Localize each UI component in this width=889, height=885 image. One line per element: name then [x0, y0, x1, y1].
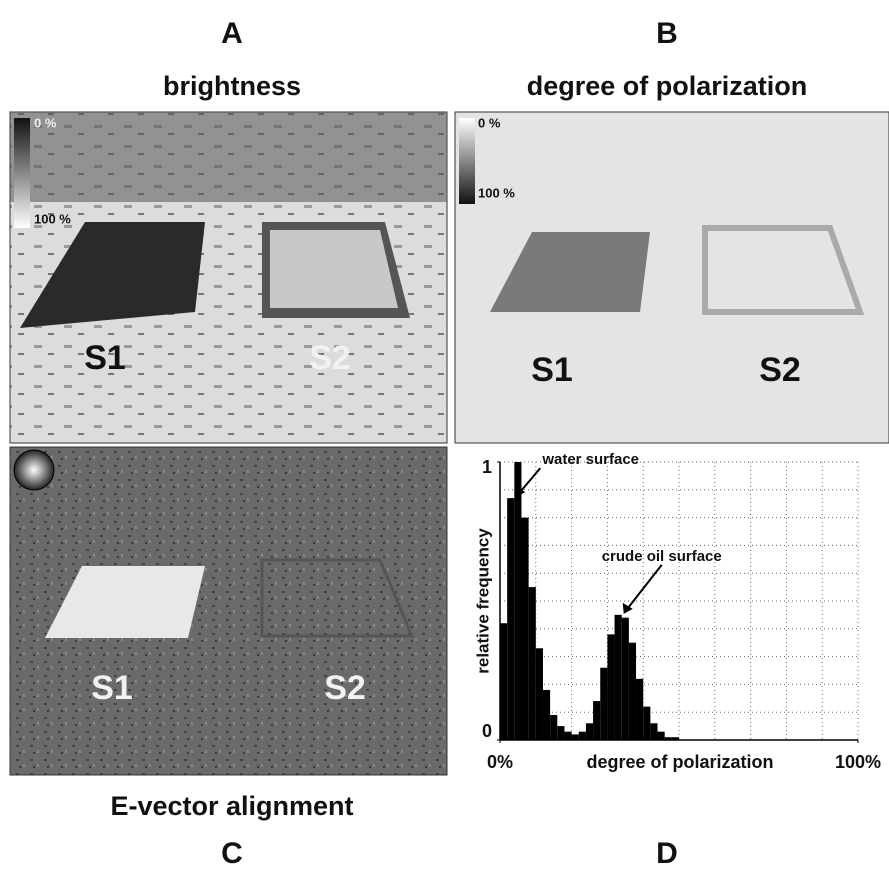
sample-label: S2: [324, 669, 366, 707]
vegetation: [10, 112, 447, 202]
bar: [600, 668, 607, 740]
scale-bar: [459, 118, 475, 204]
bar: [550, 715, 557, 740]
panel-letter: D: [656, 837, 678, 870]
sample-label: S1: [531, 351, 573, 389]
sample-label: S2: [759, 351, 801, 389]
bar: [529, 587, 536, 740]
y-axis-label: relative frequency: [473, 528, 492, 674]
x-tick-label: 0%: [487, 752, 513, 772]
photo-a: 0 % 100 % S1 S2: [10, 112, 447, 443]
panel-letter: B: [656, 17, 678, 50]
bar: [643, 707, 650, 740]
bar: [500, 623, 507, 740]
histogram: 0 1 0% 100% degree of polarization relative f…: [473, 451, 881, 772]
bar: [586, 723, 593, 740]
bar: [557, 726, 564, 740]
photo-b: 0 % 100 % S1 S2: [455, 112, 889, 443]
panel-title: degree of polarization: [527, 71, 808, 101]
bar: [521, 518, 528, 740]
bar: [514, 462, 521, 740]
annotation: water surface: [541, 451, 639, 468]
bar: [507, 498, 514, 740]
bar: [543, 690, 550, 740]
bar: [593, 701, 600, 740]
bar: [622, 618, 629, 740]
x-axis-label: degree of polarization: [586, 752, 773, 772]
scale-label: 100 %: [34, 211, 71, 226]
bar: [607, 634, 614, 740]
sample-label: S1: [84, 339, 126, 377]
bar: [650, 723, 657, 740]
sample-label: S2: [309, 339, 351, 377]
bar: [615, 615, 622, 740]
scale-label: 0 %: [478, 115, 501, 130]
scale-bar: [14, 118, 30, 228]
y-tick-label: 1: [482, 457, 492, 477]
bar: [536, 648, 543, 740]
scale-label: 0 %: [34, 115, 57, 130]
sample-label: S1: [91, 669, 133, 707]
bar: [629, 643, 636, 740]
figure: A brightness B degree of polarization 0 …: [0, 0, 889, 880]
panel-letter: C: [221, 837, 243, 870]
x-tick-label: 100%: [835, 752, 881, 772]
panel-title: brightness: [163, 71, 301, 101]
annotation-arrow: [626, 565, 662, 611]
bar: [572, 734, 579, 740]
photo-c: S1 S2: [10, 447, 447, 775]
tray-s2: [270, 230, 398, 308]
annotation: crude oil surface: [602, 548, 722, 565]
bar: [564, 732, 571, 740]
panel-title: E-vector alignment: [110, 791, 353, 821]
orientation-icon: [14, 450, 54, 490]
bar: [658, 732, 665, 740]
y-tick-label: 0: [482, 721, 492, 741]
scale-label: 100 %: [478, 185, 515, 200]
bar: [636, 679, 643, 740]
panel-letter: A: [221, 17, 243, 50]
bar: [579, 732, 586, 740]
